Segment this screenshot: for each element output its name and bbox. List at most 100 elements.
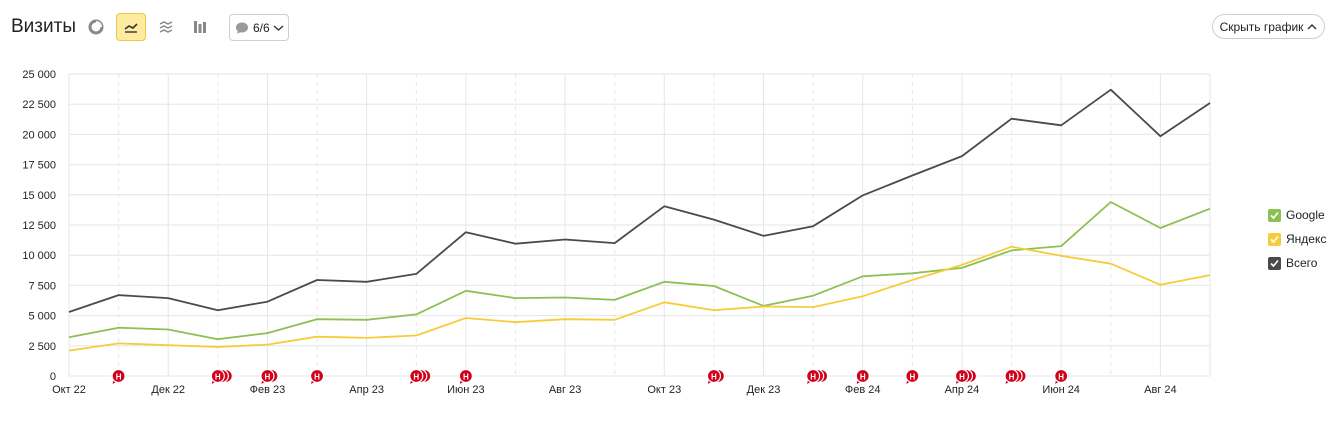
data-point[interactable]: [65, 333, 73, 341]
data-point[interactable]: [65, 308, 73, 316]
data-point[interactable]: [958, 261, 966, 269]
data-point[interactable]: [164, 294, 172, 302]
data-point[interactable]: [214, 335, 222, 343]
data-point[interactable]: [462, 287, 470, 295]
chevron-down-icon: [273, 24, 284, 31]
data-point[interactable]: [313, 276, 321, 284]
data-point[interactable]: [1057, 121, 1065, 129]
legend-item-yandex[interactable]: Яндекс: [1268, 227, 1326, 251]
data-point[interactable]: [1206, 271, 1214, 279]
data-point[interactable]: [958, 152, 966, 160]
data-point[interactable]: [859, 292, 867, 300]
data-point[interactable]: [1156, 281, 1164, 289]
data-point[interactable]: [611, 239, 619, 247]
data-point[interactable]: [1008, 243, 1016, 251]
data-point[interactable]: [511, 318, 519, 326]
data-point[interactable]: [611, 296, 619, 304]
data-point[interactable]: [809, 303, 817, 311]
annotation-marker[interactable]: Н: [260, 368, 279, 385]
data-point[interactable]: [809, 292, 817, 300]
annotations-dropdown[interactable]: 6/6: [229, 14, 289, 41]
data-point[interactable]: [561, 293, 569, 301]
data-point[interactable]: [710, 282, 718, 290]
data-point[interactable]: [65, 347, 73, 355]
data-point[interactable]: [710, 216, 718, 224]
data-point[interactable]: [660, 202, 668, 210]
data-point[interactable]: [115, 291, 123, 299]
hide-chart-button[interactable]: Скрыть график: [1212, 14, 1325, 39]
data-point[interactable]: [363, 334, 371, 342]
pie-chart-button[interactable]: [81, 13, 111, 41]
data-point[interactable]: [164, 341, 172, 349]
annotation-marker[interactable]: Н: [111, 368, 126, 385]
data-point[interactable]: [363, 316, 371, 324]
data-point[interactable]: [313, 333, 321, 341]
annotation-marker[interactable]: Н: [1054, 368, 1069, 385]
annotation-bubble: [260, 368, 275, 384]
data-point[interactable]: [1206, 205, 1214, 213]
legend-check-total[interactable]: [1268, 256, 1281, 270]
annotation-bubble: [1004, 368, 1019, 384]
data-point[interactable]: [511, 240, 519, 248]
data-point[interactable]: [859, 272, 867, 280]
data-point[interactable]: [859, 191, 867, 199]
data-point[interactable]: [412, 332, 420, 340]
annotation-marker[interactable]: Н: [806, 368, 829, 385]
x-tick-label: Окт 22: [52, 384, 86, 396]
data-point[interactable]: [263, 329, 271, 337]
annotation-marker[interactable]: Н: [954, 368, 978, 385]
data-point[interactable]: [462, 314, 470, 322]
legend-check-google[interactable]: [1268, 208, 1281, 222]
data-point[interactable]: [809, 222, 817, 230]
data-point[interactable]: [760, 232, 768, 240]
legend-check-yandex[interactable]: [1268, 232, 1281, 246]
data-point[interactable]: [710, 306, 718, 314]
data-point[interactable]: [164, 325, 172, 333]
data-point[interactable]: [313, 315, 321, 323]
data-point[interactable]: [462, 228, 470, 236]
bar-chart-button[interactable]: [185, 13, 215, 41]
data-point[interactable]: [660, 278, 668, 286]
annotation-label: Н: [909, 373, 915, 382]
data-point[interactable]: [1107, 86, 1115, 94]
data-point[interactable]: [263, 341, 271, 349]
annotation-marker[interactable]: Н: [458, 368, 473, 385]
data-point[interactable]: [660, 298, 668, 306]
annotation-marker[interactable]: Н: [855, 368, 870, 385]
annotation-marker[interactable]: Н: [905, 368, 920, 385]
data-point[interactable]: [1107, 260, 1115, 268]
data-point[interactable]: [908, 276, 916, 284]
annotation-marker[interactable]: Н: [309, 368, 325, 385]
data-point[interactable]: [1156, 132, 1164, 140]
area-chart-button[interactable]: [151, 13, 181, 41]
data-point[interactable]: [908, 171, 916, 179]
data-point[interactable]: [115, 324, 123, 332]
legend-item-total[interactable]: Всего: [1268, 251, 1326, 275]
data-point[interactable]: [561, 315, 569, 323]
data-point[interactable]: [1057, 252, 1065, 260]
data-point[interactable]: [760, 303, 768, 311]
data-point[interactable]: [263, 298, 271, 306]
data-point[interactable]: [611, 316, 619, 324]
data-point[interactable]: [214, 306, 222, 314]
data-point[interactable]: [363, 278, 371, 286]
data-point[interactable]: [1206, 99, 1214, 107]
data-point[interactable]: [412, 270, 420, 278]
data-point[interactable]: [511, 294, 519, 302]
legend-item-google[interactable]: Google: [1268, 203, 1326, 227]
annotation-marker[interactable]: Н: [409, 368, 432, 385]
data-point[interactable]: [1008, 115, 1016, 123]
annotation-marker[interactable]: Н: [210, 368, 233, 385]
data-point[interactable]: [214, 343, 222, 351]
data-point[interactable]: [561, 235, 569, 243]
annotation-bubble: [905, 368, 920, 384]
annotation-marker[interactable]: Н: [1004, 368, 1027, 385]
data-point[interactable]: [1156, 224, 1164, 232]
data-point[interactable]: [412, 310, 420, 318]
data-point[interactable]: [1107, 198, 1115, 206]
annotation-marker[interactable]: Н: [706, 368, 726, 385]
data-point[interactable]: [115, 339, 123, 347]
x-tick-label: Июн 24: [1042, 384, 1080, 396]
line-chart-button[interactable]: [116, 13, 146, 41]
data-point[interactable]: [1057, 242, 1065, 250]
